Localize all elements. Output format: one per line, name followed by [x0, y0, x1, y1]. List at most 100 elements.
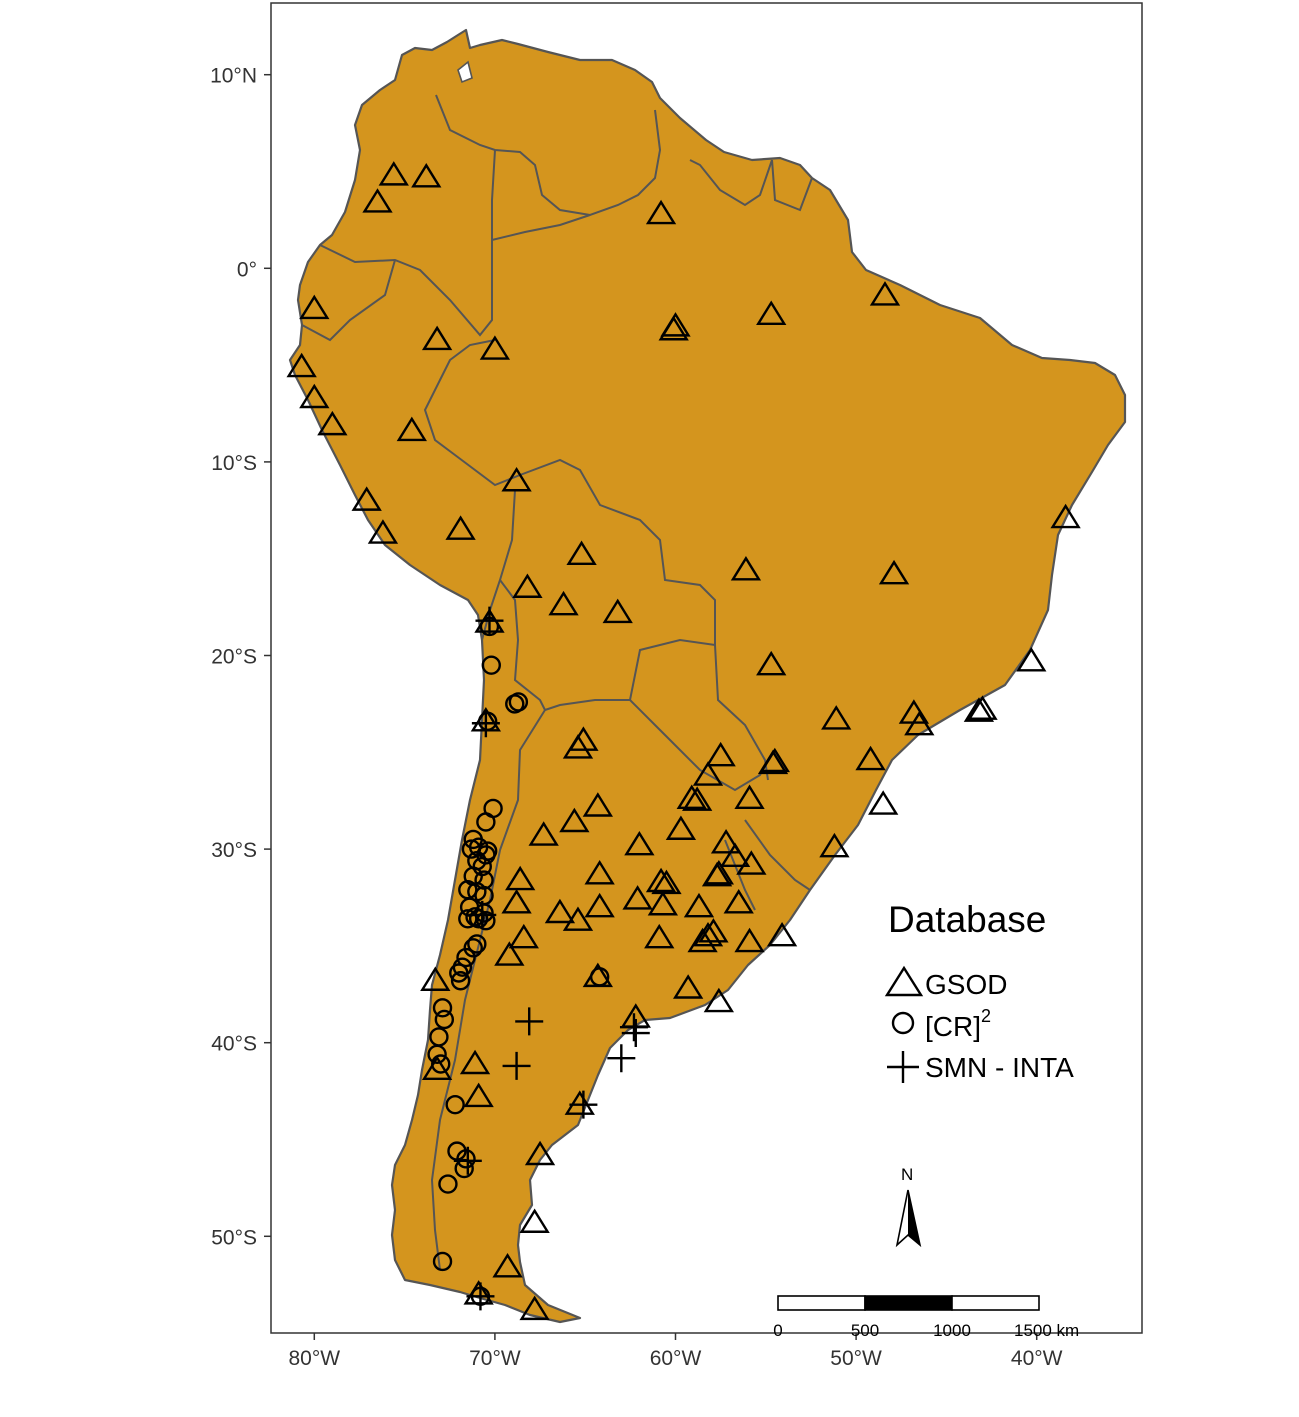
gsod-station-marker [479, 335, 511, 360]
smn-inta-station-marker [502, 1051, 531, 1080]
legend-label-cr2: [CR]2 [925, 1006, 991, 1042]
gsod-station-marker [692, 761, 724, 786]
gsod-station-marker [501, 889, 532, 914]
y-tick-label: 40°S [211, 1033, 257, 1056]
smn-inta-station-marker [466, 1282, 495, 1311]
cr2-station-marker [432, 998, 453, 1018]
gsod-station-marker [647, 890, 679, 916]
gsod-station-marker [855, 745, 886, 771]
gsod-station-marker [759, 747, 790, 773]
cr2-station-marker [434, 1009, 455, 1030]
gsod-station-marker [396, 416, 427, 442]
gsod-station-marker [564, 1090, 595, 1115]
gsod-station-marker [644, 923, 675, 949]
gsod-station-marker [878, 559, 910, 585]
cr2-station-marker [449, 963, 469, 983]
gsod-station-marker [351, 486, 382, 511]
cr2-station-marker [438, 1174, 458, 1194]
gsod-station-marker [904, 710, 935, 736]
gsod-station-marker [622, 885, 653, 910]
gsod-station-marker [317, 410, 348, 436]
smn-inta-station-marker [607, 1044, 636, 1073]
gsod-station-marker [868, 790, 899, 815]
gsod-station-marker [698, 918, 729, 943]
gsod-station-marker [566, 540, 597, 566]
cr2-station-marker [432, 1251, 453, 1272]
x-tick-label: 70°W [469, 1347, 521, 1370]
cr2-station-marker [476, 911, 496, 931]
gsod-station-marker [703, 987, 734, 1013]
gsod-station-marker [602, 598, 633, 624]
gsod-station-marker [584, 892, 615, 918]
gsod-station-marker [766, 921, 798, 947]
gsod-station-marker [756, 300, 787, 325]
legend-plus-icon [887, 1051, 919, 1083]
gsod-station-marker [645, 199, 677, 225]
cr2-station-marker [467, 934, 487, 954]
cr2-station-marker [458, 909, 478, 929]
gsod-station-marker [736, 850, 767, 875]
y-tick-label: 30°S [211, 839, 257, 862]
gsod-station-marker [645, 867, 677, 893]
legend-label-cr2-superscript: 2 [981, 1006, 991, 1026]
cr2-station-marker [427, 1044, 447, 1065]
gsod-station-marker [367, 519, 399, 544]
gsod-station-marker [519, 1295, 550, 1321]
gsod-station-marker [624, 830, 655, 856]
gsod-station-marker [658, 315, 689, 341]
x-tick-label: 40°W [1011, 1347, 1063, 1370]
gsod-station-marker [459, 1049, 491, 1075]
y-tick-label: 10°N [210, 65, 257, 88]
y-tick-label: 50°S [211, 1226, 257, 1249]
legend-label-gsod: GSOD [925, 969, 1007, 1000]
gsod-station-marker [544, 898, 576, 924]
smn-inta-station-marker [471, 709, 500, 738]
legend-title: Database [888, 899, 1046, 940]
gsod-station-marker [524, 1140, 556, 1166]
gsod-station-marker [492, 1253, 523, 1278]
y-tick-label: 10°S [211, 452, 257, 475]
station-markers [286, 161, 1081, 1321]
scale-bar-segment-3 [951, 1295, 1040, 1311]
gsod-station-marker [719, 842, 751, 868]
cr2-station-marker [476, 812, 496, 832]
y-axis: 10°N 0° 10°S 20°S 30°S 40°S 50°S [210, 65, 271, 1249]
gsod-station-marker [582, 792, 613, 817]
gsod-station-marker [299, 294, 330, 320]
gsod-station-marker [821, 705, 852, 730]
scale-label-1500-km: 1500 km [1014, 1321, 1079, 1340]
gsod-station-marker [299, 383, 330, 409]
gsod-station-marker [508, 923, 539, 949]
gsod-station-marker [967, 695, 998, 720]
gsod-station-marker [705, 741, 736, 767]
gsod-station-marker [562, 906, 594, 931]
x-tick-label: 50°W [830, 1347, 882, 1370]
cr2-station-marker [456, 1149, 476, 1169]
cr2-station-marker [431, 1054, 451, 1074]
cr2-station-marker [508, 692, 529, 712]
gsod-station-marker [665, 815, 697, 840]
gsod-station-marker [505, 865, 536, 891]
gsod-station-marker [734, 784, 765, 809]
north-arrow-label: N [901, 1165, 913, 1184]
gsod-station-marker [710, 829, 742, 854]
gsod-station-marker [1050, 503, 1081, 529]
gsod-station-marker [869, 281, 901, 306]
map-panel-border [270, 2, 1143, 1334]
gsod-station-marker [672, 974, 704, 999]
gsod-station-marker [756, 650, 787, 676]
scale-bar-segment-1 [777, 1295, 866, 1311]
cr2-station-marker [468, 909, 489, 929]
cr2-station-marker [445, 1094, 465, 1115]
cr2-station-marker [481, 655, 501, 675]
legend-label-cr2-text: [CR] [925, 1011, 981, 1042]
gsod-station-marker [420, 966, 451, 991]
x-tick-label: 60°W [650, 1347, 702, 1370]
scale-label-0: 0 [773, 1321, 782, 1340]
gsod-station-marker [734, 927, 765, 953]
gsod-station-marker [730, 556, 762, 581]
smn-inta-station-marker [515, 1007, 544, 1036]
gsod-station-marker [584, 859, 615, 885]
south-america-landmass [288, 28, 1127, 1324]
